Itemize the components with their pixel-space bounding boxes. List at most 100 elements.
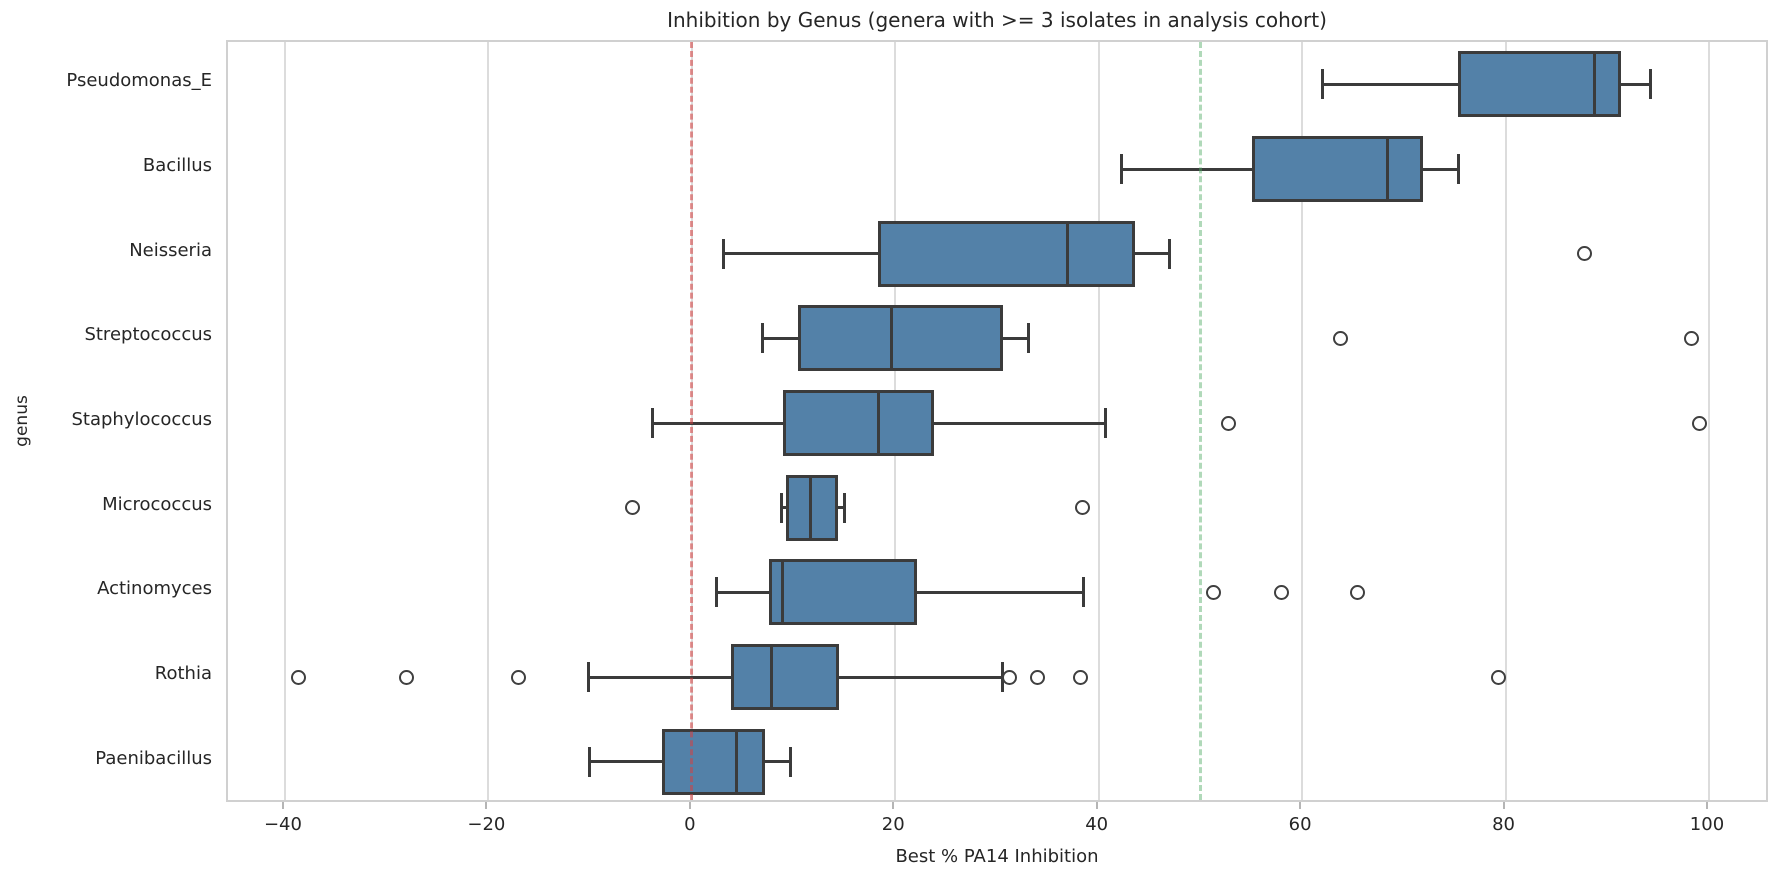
- median-line: [809, 474, 813, 541]
- x-tick-label: −40: [263, 814, 302, 835]
- chart-title: Inhibition by Genus (genera with >= 3 is…: [667, 8, 1327, 32]
- x-tick-label: 0: [684, 814, 696, 835]
- whisker-low-line: [588, 675, 732, 679]
- y-tick-label: Rothia: [154, 663, 212, 684]
- whisker-high-line: [1423, 167, 1459, 171]
- x-tick-label: 100: [1689, 814, 1725, 835]
- whisker-high-cap: [1026, 323, 1030, 354]
- box-Streptococcus: [797, 305, 1004, 372]
- outlier-point: [1684, 330, 1700, 346]
- box-Micrococcus: [786, 474, 839, 541]
- whisker-high-cap: [1081, 577, 1085, 608]
- whisker-low-cap: [587, 746, 591, 777]
- median-line: [1592, 51, 1596, 118]
- x-tick-label: 20: [881, 814, 905, 835]
- whisker-high-cap: [1649, 69, 1653, 100]
- x-tick-mark: [688, 802, 691, 809]
- whisker-high-line: [838, 506, 845, 510]
- whisker-high-line: [839, 675, 1003, 679]
- whisker-high-line: [933, 421, 1106, 425]
- outlier-point: [1074, 500, 1090, 516]
- median-line: [780, 559, 784, 626]
- whisker-high-line: [1135, 252, 1170, 256]
- whisker-low-cap: [721, 238, 725, 269]
- outlier-point: [1206, 584, 1222, 600]
- box-Pseudomonas_E: [1457, 51, 1622, 118]
- x-tick-mark: [1299, 802, 1302, 809]
- whisker-high-cap: [1168, 238, 1172, 269]
- outlier-point: [1274, 584, 1290, 600]
- outlier-point: [1001, 669, 1017, 685]
- median-line: [1386, 136, 1390, 202]
- y-tick-label: Staphylococcus: [71, 409, 212, 430]
- whisker-high-cap: [788, 746, 792, 777]
- whisker-high-line: [765, 760, 791, 764]
- whisker-high-cap: [1104, 408, 1108, 438]
- median-line: [877, 390, 881, 456]
- x-tick-mark: [1095, 802, 1098, 809]
- y-tick-label: Paenibacillus: [95, 747, 212, 769]
- whisker-low-cap: [586, 662, 590, 692]
- x-tick-mark: [485, 802, 488, 809]
- x-tick-mark: [892, 802, 895, 809]
- whisker-low-cap: [650, 408, 654, 438]
- x-tick-label: 80: [1492, 814, 1515, 835]
- x-tick-label: 60: [1288, 814, 1312, 835]
- outlier-point: [1692, 415, 1708, 431]
- x-gridline: [283, 42, 286, 800]
- x-tick-label: 40: [1085, 814, 1109, 835]
- x-gridline: [1301, 42, 1304, 800]
- median-line: [1065, 220, 1069, 287]
- whisker-low-cap: [1320, 69, 1324, 100]
- x-gridline: [487, 42, 490, 800]
- outlier-point: [625, 500, 641, 516]
- y-tick-label: Pseudomonas_E: [66, 70, 212, 92]
- whisker-low-line: [781, 506, 787, 510]
- whisker-low-line: [1322, 82, 1458, 86]
- outlier-point: [1072, 669, 1088, 685]
- whisker-high-line: [1621, 82, 1651, 86]
- whisker-low-cap: [1119, 154, 1123, 184]
- outlier-point: [1221, 415, 1237, 431]
- whisker-low-line: [589, 760, 663, 764]
- whisker-low-cap: [714, 577, 718, 608]
- y-tick-label: Streptococcus: [84, 324, 212, 346]
- median-line: [735, 728, 739, 795]
- whisker-high-line: [1003, 336, 1029, 340]
- y-tick-label: Micrococcus: [102, 493, 212, 515]
- outlier-point: [1490, 669, 1506, 685]
- whisker-low-line: [762, 336, 798, 340]
- y-tick-label: Neisseria: [129, 239, 212, 261]
- x-gridline: [1504, 42, 1507, 800]
- box-Rothia: [731, 644, 840, 710]
- box-Neisseria: [877, 220, 1136, 287]
- x-tick-mark: [1705, 802, 1708, 809]
- outlier-point: [398, 669, 414, 685]
- box-Actinomyces: [769, 559, 917, 626]
- whisker-high-cap: [1457, 154, 1461, 184]
- plot-area: [226, 40, 1768, 802]
- whisker-low-cap: [760, 323, 764, 354]
- x-gridline: [1097, 42, 1100, 800]
- whisker-low-cap: [779, 492, 783, 523]
- zero-reference-line: [690, 42, 694, 800]
- x-tick-mark: [1502, 802, 1505, 809]
- x-tick-mark: [281, 802, 284, 809]
- x-axis-label: Best % PA14 Inhibition: [895, 846, 1099, 867]
- outlier-point: [511, 669, 527, 685]
- whisker-low-line: [723, 252, 878, 256]
- box-Bacillus: [1252, 136, 1424, 202]
- median-line: [889, 305, 893, 372]
- whisker-low-line: [1121, 167, 1253, 171]
- y-tick-label: Bacillus: [142, 155, 212, 176]
- whisker-low-line: [652, 421, 784, 425]
- median-line: [769, 644, 773, 710]
- outlier-point: [1030, 669, 1046, 685]
- outlier-point: [1333, 330, 1349, 346]
- y-tick-label: Actinomyces: [97, 578, 212, 600]
- outlier-point: [1349, 584, 1365, 600]
- x-gridline: [1707, 42, 1710, 800]
- outlier-point: [290, 669, 306, 685]
- whisker-low-line: [716, 590, 770, 594]
